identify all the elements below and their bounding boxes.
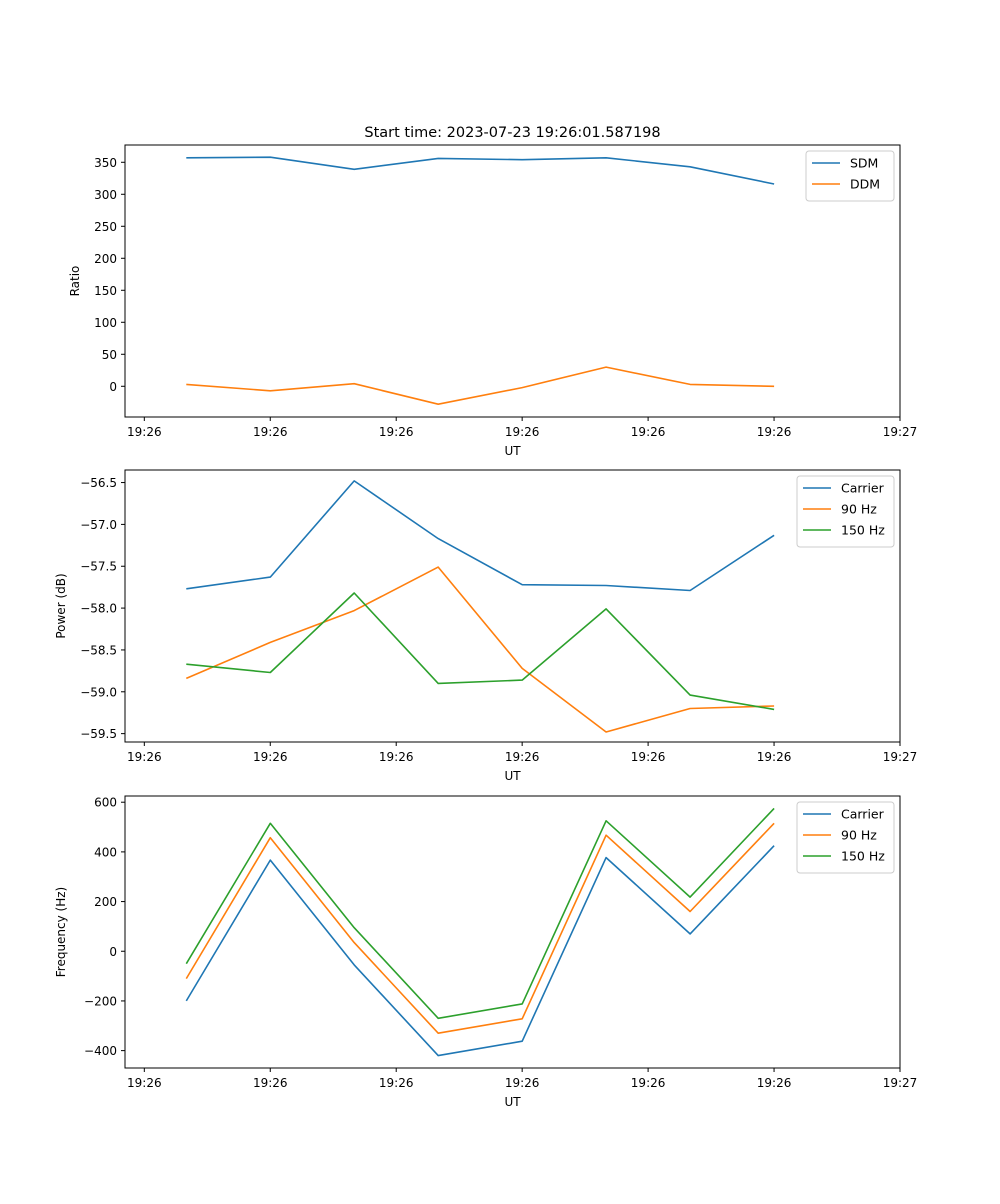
legend-label: DDM	[850, 177, 880, 192]
x-tick-label: 19:26	[127, 750, 162, 764]
series-line-carrier	[185, 845, 775, 1057]
x-tick-label: 19:26	[505, 750, 540, 764]
y-tick-label: 400	[94, 845, 117, 859]
x-tick-label: 19:26	[127, 425, 162, 439]
plot-frame	[124, 144, 901, 418]
plot-frame	[124, 469, 901, 743]
x-tick-label: 19:26	[253, 750, 288, 764]
y-tick-label: 200	[94, 895, 117, 909]
series-line-90-hz	[185, 822, 775, 1034]
x-tick-label: 19:26	[757, 750, 792, 764]
legend-label: SDM	[850, 156, 878, 171]
legend-label: 90 Hz	[841, 828, 877, 843]
y-tick-label: 0	[109, 380, 117, 394]
y-tick-label: 300	[94, 188, 117, 202]
chart-title: Start time: 2023-07-23 19:26:01.587198	[364, 125, 660, 141]
x-tick-label: 19:26	[757, 425, 792, 439]
x-tick-label: 19:26	[253, 1076, 288, 1090]
y-tick-label: −58.5	[80, 643, 117, 657]
legend-label: Carrier	[841, 481, 885, 496]
legend: Carrier 90 Hz 150 Hz	[796, 801, 895, 874]
y-tick-label: 50	[102, 348, 117, 362]
y-tick-label: −200	[84, 994, 117, 1008]
x-axis-label: UT	[504, 1095, 521, 1109]
chart-panel-2: 19:26 19:26 19:26 19:26 19:26 19:26 19:27 UT −59…	[54, 469, 918, 783]
x-axis-label: UT	[504, 444, 521, 458]
x-tick-label: 19:27	[883, 750, 918, 764]
y-tick-label: −400	[84, 1044, 117, 1058]
legend-label: 150 Hz	[841, 849, 885, 864]
y-tick-label: 200	[94, 252, 117, 266]
y-tick-label: 600	[94, 796, 117, 810]
series-line-sdm	[186, 156, 775, 185]
legend: SDM DDM	[805, 150, 895, 202]
x-tick-label: 19:26	[505, 1076, 540, 1090]
series-line-carrier	[186, 480, 775, 592]
y-tick-label: 0	[109, 945, 117, 959]
x-tick-label: 19:26	[127, 1076, 162, 1090]
x-tick-label: 19:26	[505, 425, 540, 439]
series-line-90-hz	[185, 566, 775, 733]
legend-label: 150 Hz	[841, 523, 885, 538]
series-line-ddm	[186, 366, 775, 406]
y-tick-label: −57.0	[80, 518, 117, 532]
chart-panel-1: Start time: 2023-07-23 19:26:01.587198 19…	[68, 125, 917, 458]
x-tick-label: 19:26	[631, 1076, 666, 1090]
y-tick-label: 150	[94, 284, 117, 298]
x-tick-label: 19:27	[883, 1076, 918, 1090]
y-tick-label: 100	[94, 316, 117, 330]
plot-frame	[124, 795, 901, 1069]
y-axis-label: Power (dB)	[54, 573, 68, 638]
x-tick-label: 19:26	[253, 425, 288, 439]
x-tick-label: 19:27	[883, 425, 918, 439]
legend: Carrier 90 Hz 150 Hz	[796, 475, 895, 548]
y-tick-label: 250	[94, 220, 117, 234]
x-tick-label: 19:26	[379, 425, 414, 439]
x-tick-label: 19:26	[379, 750, 414, 764]
y-tick-label: −56.5	[80, 476, 117, 490]
series-line-150-hz	[185, 807, 775, 1020]
series-line-150-hz	[186, 592, 775, 711]
x-tick-label: 19:26	[631, 425, 666, 439]
x-axis-label: UT	[504, 769, 521, 783]
legend-label: 90 Hz	[841, 502, 877, 517]
x-tick-label: 19:26	[379, 1076, 414, 1090]
y-tick-label: −58.0	[80, 602, 117, 616]
y-axis-label: Frequency (Hz)	[54, 887, 68, 978]
x-tick-label: 19:26	[631, 750, 666, 764]
legend-label: Carrier	[841, 807, 885, 822]
chart-panel-3: 19:26 19:26 19:26 19:26 19:26 19:26 19:27 UT −40…	[54, 795, 918, 1109]
y-tick-label: 350	[94, 156, 117, 170]
y-tick-label: −59.0	[80, 685, 117, 699]
y-tick-label: −59.5	[80, 727, 117, 741]
x-tick-label: 19:26	[757, 1076, 792, 1090]
y-tick-label: −57.5	[80, 560, 117, 574]
y-axis-label: Ratio	[68, 266, 82, 297]
